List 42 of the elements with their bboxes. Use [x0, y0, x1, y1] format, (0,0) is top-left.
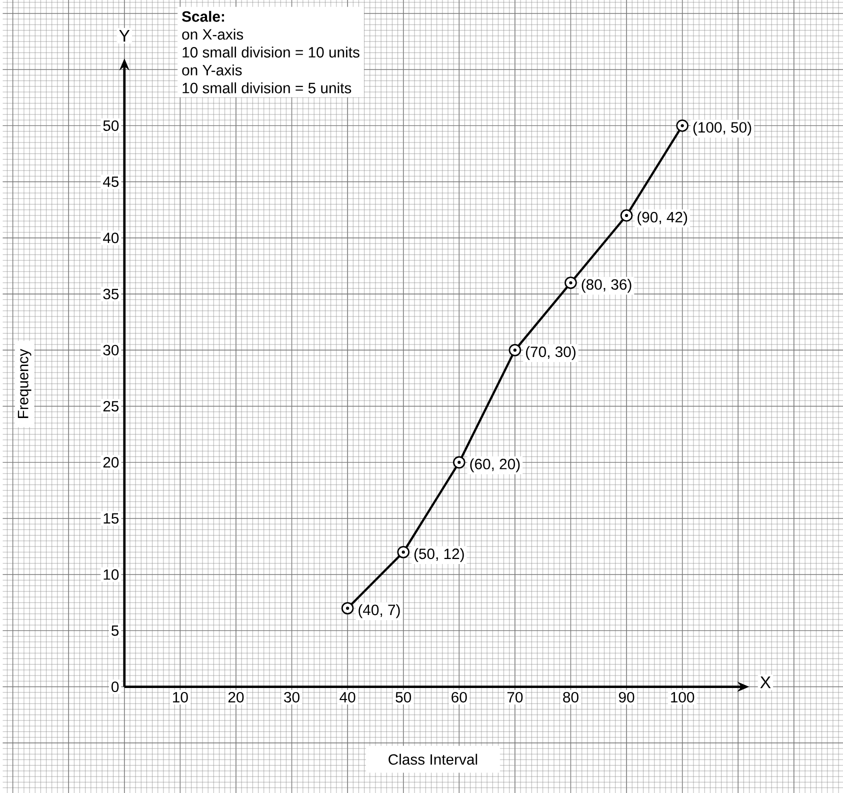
annotation: Y: [119, 30, 130, 42]
data-label: (80, 36): [582, 278, 632, 293]
annotation: X: [760, 676, 771, 688]
x-tick-label: 100: [671, 692, 694, 702]
annotation: Scale:: [182, 10, 224, 22]
y-axis-title: Frequency: [18, 348, 32, 418]
point: [452, 456, 466, 468]
y-tick-label: 45: [103, 176, 119, 187]
data-label: (70, 30): [526, 346, 576, 360]
y-tick-label: 25: [103, 400, 119, 412]
annotation: 10 small division = 5 units: [182, 82, 352, 94]
x-tick-label: 20: [228, 692, 244, 702]
data-label: (90, 42): [638, 211, 688, 226]
data-label: (100, 50): [693, 122, 752, 136]
point: [508, 344, 522, 356]
y-tick-label: 15: [104, 513, 119, 524]
x-tick-label: 40: [340, 692, 356, 702]
y-tick-label: 40: [103, 232, 119, 243]
x-tick-label: 70: [507, 692, 523, 702]
data-label: (40, 7): [358, 604, 400, 618]
x-tick-label: 80: [563, 692, 578, 702]
annotation: 10 small division = 10 units: [182, 46, 360, 58]
annotation: on Y-axis: [182, 64, 242, 76]
y-tick-label: 50: [103, 120, 119, 131]
data-label: (60, 20): [470, 458, 520, 472]
x-tick-label: 60: [452, 692, 467, 702]
x-axis-title: Class Interval: [388, 754, 478, 765]
y-tick-label: 5: [112, 625, 119, 636]
point: [620, 209, 633, 222]
y-tick-label: 10: [104, 569, 119, 580]
point: [564, 276, 577, 289]
y-tick-label: 30: [103, 344, 119, 356]
data-label: (50, 12): [414, 548, 464, 562]
annotation: on X-axis: [182, 28, 244, 40]
point: [397, 546, 410, 558]
y-tick-label: 20: [103, 456, 119, 468]
x-tick-label: 50: [396, 692, 412, 702]
y-tick-label: 35: [103, 288, 119, 300]
y-tick-label: 0: [112, 681, 119, 692]
x-tick-label: 10: [173, 692, 188, 702]
x-tick-label: 90: [618, 692, 634, 702]
x-tick-label: 30: [284, 692, 300, 702]
